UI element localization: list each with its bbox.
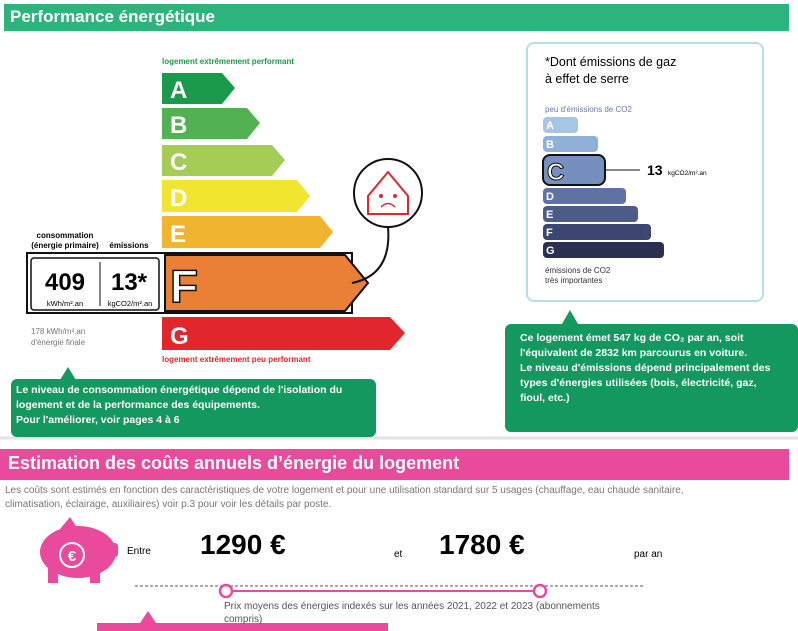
house-icon xyxy=(380,202,396,208)
label: (énergie primaire) xyxy=(31,241,99,250)
class-bar xyxy=(162,180,310,212)
note-line: Le niveau d'émissions dépend principalem… xyxy=(520,362,771,374)
note-line: l'équivalent de 2832 km parcourus en voi… xyxy=(520,347,748,359)
note: Le niveau de consommation énergétique dé… xyxy=(11,379,376,437)
ghg-bar xyxy=(543,242,664,258)
label: émissions xyxy=(109,241,149,250)
house-icon xyxy=(379,194,383,198)
class-letter: D xyxy=(546,191,554,203)
label: par an xyxy=(634,549,663,560)
description: climatisation, éclairage, auxiliaires) v… xyxy=(5,499,332,510)
caption: émissions de CO2 xyxy=(545,266,611,275)
class-letter: B xyxy=(170,112,187,139)
note-line: fioul, etc.) xyxy=(520,392,570,404)
ghg-bar xyxy=(543,117,578,133)
ghg-bar xyxy=(543,188,626,204)
unit: kgCO2/m².an xyxy=(668,170,707,177)
class-bar xyxy=(162,108,260,139)
note-line: Le niveau de consommation énergétique dé… xyxy=(16,384,343,396)
ghg-bar xyxy=(542,154,606,186)
ghg-bar xyxy=(543,224,651,240)
class-letter: E xyxy=(546,209,553,221)
class-letter: F xyxy=(170,260,198,312)
class-letter: A xyxy=(170,77,187,104)
class-bar xyxy=(162,145,285,176)
footnote: Prix moyens des énergies indexés sur les… xyxy=(224,601,600,612)
range-handle xyxy=(218,583,234,599)
label: et xyxy=(394,549,403,560)
house-icon xyxy=(367,170,409,215)
piggy-icon xyxy=(48,567,58,583)
piggy-icon xyxy=(90,567,100,583)
piggy-icon xyxy=(40,526,116,578)
section-header xyxy=(0,449,789,480)
piggy-icon xyxy=(59,542,85,568)
cost-graphics: € xyxy=(40,517,645,631)
ghg-title: à effet de serre xyxy=(545,72,629,86)
final-energy: 178 kWh/m².an xyxy=(31,327,85,336)
consumption-value: 409 xyxy=(45,269,85,296)
class-letter: C xyxy=(170,149,187,176)
caption: peu d'émissions de CO2 xyxy=(545,105,632,114)
description: Les coûts sont estimés en fonction des c… xyxy=(5,485,684,496)
caption: logement extrêmement peu performant xyxy=(162,355,311,364)
unit: kgCO2/m².an xyxy=(108,299,153,308)
class-letter: D xyxy=(170,185,187,212)
piggy-icon: € xyxy=(68,548,77,565)
price-high: 1780 € xyxy=(439,529,525,560)
tab xyxy=(97,611,388,631)
energy-graphics: logement extrêmement performant A B C D … xyxy=(0,42,798,440)
note-line: types d'énergies utilisées (bois, électr… xyxy=(520,377,757,389)
house-icon xyxy=(353,158,423,228)
class-bar xyxy=(162,216,333,248)
label: Entre xyxy=(127,546,151,557)
house-icon xyxy=(393,194,397,198)
label: consommation xyxy=(37,231,94,240)
note-line: Pour l'améliorer, voir pages 4 à 6 xyxy=(16,414,180,426)
caption: logement extrêmement performant xyxy=(162,57,294,66)
ghg-bar xyxy=(543,136,598,152)
piggy-icon xyxy=(60,517,78,529)
section-header xyxy=(4,4,789,31)
caption: très importantes xyxy=(545,276,602,285)
note-line: Ce logement émet 547 kg de CO₂ par an, s… xyxy=(520,332,744,344)
class-letter: A xyxy=(546,120,554,132)
section-title: Performance énergétique xyxy=(10,7,216,26)
class-bar xyxy=(162,317,405,350)
class-letter: E xyxy=(170,221,186,248)
footnote: compris) xyxy=(224,614,263,625)
class-letter: C xyxy=(547,159,564,186)
class-letter: F xyxy=(546,227,553,239)
class-letter: B xyxy=(546,139,554,151)
pointer xyxy=(562,310,578,324)
ghg-bar xyxy=(543,206,638,222)
range-handle xyxy=(532,583,548,599)
class-letter: G xyxy=(546,245,555,257)
note-line: logement et de la performance des équipe… xyxy=(16,399,260,411)
ghg-title: *Dont émissions de gaz xyxy=(545,55,676,69)
price-low: 1290 € xyxy=(200,529,286,560)
emissions-value: 13* xyxy=(111,269,148,296)
section-title: Estimation des coûts annuels d’énergie d… xyxy=(8,453,460,473)
value-box xyxy=(30,257,160,311)
pointer xyxy=(60,367,76,380)
piggy-icon xyxy=(108,543,118,557)
class-letter: G xyxy=(170,323,189,350)
note: Ce logement émet 547 kg de CO₂ par an, s… xyxy=(505,324,798,432)
final-energy: d'énergie finale xyxy=(31,338,86,347)
connector xyxy=(351,226,390,284)
ghg-value: 13 xyxy=(647,162,663,178)
unit: kWh/m².an xyxy=(47,299,83,308)
class-bar xyxy=(164,254,370,312)
class-bar xyxy=(162,73,235,104)
